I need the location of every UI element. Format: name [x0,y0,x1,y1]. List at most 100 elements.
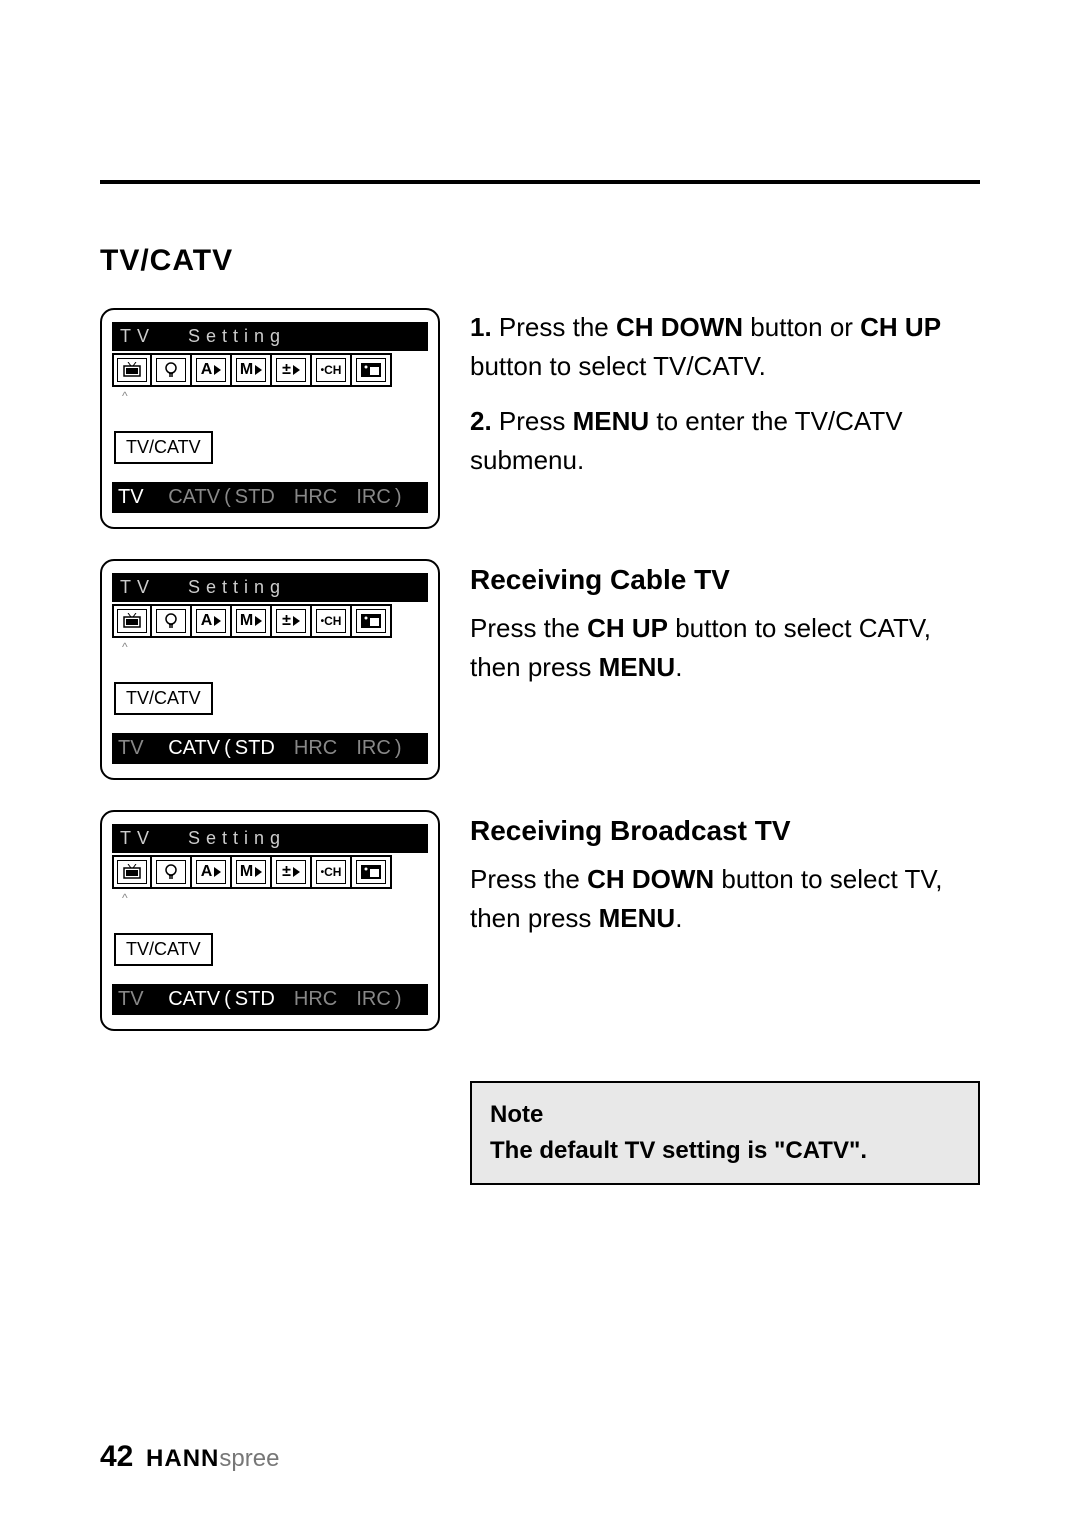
a-label: A [201,863,213,881]
opt: STD [235,486,275,509]
t: MENU [599,903,676,933]
osd-icon-row: A M ± •CH [112,353,428,387]
gap [148,988,165,1011]
gap [279,737,290,760]
sub2-col: Receiving Broadcast TV Press the CH DOWN… [470,810,980,938]
page-number: 42 [100,1440,133,1473]
pointer: ^ [122,640,428,654]
pm-label: ± [282,863,291,881]
opt: HRC [294,988,337,1011]
m-label: M [240,612,253,630]
pointer: ^ [122,389,428,403]
ch-label: CH [324,865,341,879]
footer: 42 HANNspree [100,1440,279,1474]
pic-icon [352,604,392,638]
step-2: 2. Press MENU to enter the TV/CATV subme… [470,402,980,480]
opt: IRC [356,486,390,509]
pm-icon: ± [272,855,312,889]
opt: HRC [294,737,337,760]
a-icon: A [192,353,232,387]
osd-panel-1: TV Setting A M ± •CH ^ TV/CATV TV [100,308,440,529]
submenu-label: TV/CATV [114,431,213,464]
note-body: The default TV setting is "CATV". [490,1133,960,1169]
t: CH DOWN [587,864,714,894]
opt: STD [235,737,275,760]
sub1-heading: Receiving Cable TV [470,559,980,601]
osd-panel-2: TV Setting A M ± •CH ^ TV/CATV TV [100,559,440,780]
section-title: TV/CATV [100,244,980,278]
opt: IRC [356,737,390,760]
osd-title-a: TV [120,577,155,598]
osd-title-gap [155,828,188,849]
submenu-label: TV/CATV [114,682,213,715]
pm-label: ± [282,361,291,379]
osd-title: TV Setting [112,322,428,351]
gap [279,486,290,509]
pm-label: ± [282,612,291,630]
osd-icon-row: A M ± •CH [112,604,428,638]
opt: CATV [168,737,220,760]
m-label: M [240,361,253,379]
tv-icon [112,855,152,889]
osd-title-gap [155,326,188,347]
a-label: A [201,612,213,630]
gap [148,486,165,509]
step-1: 1. Press the CH DOWN button or CH UP but… [470,308,980,386]
osd: TV Setting A M ± •CH ^ TV/CATV TV [100,559,440,780]
pointer: ^ [122,891,428,905]
row-note: Note The default TV setting is "CATV". [100,1061,980,1185]
gap [341,988,352,1011]
row-1: TV Setting A M ± •CH ^ TV/CATV TV [100,308,980,529]
divider [100,180,980,184]
opt-row-1: TV CATV(STD HRC IRC) [112,482,428,513]
lamp-icon [152,353,192,387]
osd: TV Setting A M ± •CH ^ TV/CATV TV [100,308,440,529]
pic-icon [352,353,392,387]
t: Press the [499,312,616,342]
opt: CATV [168,988,220,1011]
osd: TV Setting A M ± •CH ^ TV/CATV TV [100,810,440,1031]
opt: TV [118,737,144,760]
osd-title-a: TV [120,828,155,849]
osd-title-b: Setting [188,326,286,347]
opt: STD [235,988,275,1011]
steps-list: 1. Press the CH DOWN button or CH UP but… [470,308,980,480]
opt-row-3: TV CATV(STD HRC IRC) [112,984,428,1015]
sub1-body: Press the CH UP button to select CATV, t… [470,609,980,687]
osd-title-b: Setting [188,577,286,598]
sub1-col: Receiving Cable TV Press the CH UP butto… [470,559,980,687]
sub2-heading: Receiving Broadcast TV [470,810,980,852]
t: Press the [470,864,587,894]
osd-icon-row: A M ± •CH [112,855,428,889]
osd-panel-3: TV Setting A M ± •CH ^ TV/CATV TV [100,810,440,1031]
brand-part-2: spree [219,1445,279,1472]
osd-title: TV Setting [112,824,428,853]
tv-icon [112,353,152,387]
t: . [675,903,682,933]
opt: HRC [294,486,337,509]
row-3: TV Setting A M ± •CH ^ TV/CATV TV [100,810,980,1031]
m-icon: M [232,604,272,638]
t: . [675,652,682,682]
t: CH UP [860,312,941,342]
t: CH UP [587,613,668,643]
t: MENU [573,406,650,436]
opt: TV [118,486,144,509]
t: CH DOWN [616,312,743,342]
ch-icon: •CH [312,604,352,638]
lamp-icon [152,604,192,638]
osd-title-a: TV [120,326,155,347]
step-num: 1. [470,312,492,342]
gap [341,486,352,509]
tv-icon [112,604,152,638]
ch-icon: •CH [312,353,352,387]
pm-icon: ± [272,353,312,387]
note-box: Note The default TV setting is "CATV". [470,1081,980,1185]
osd-title-gap [155,577,188,598]
osd-title-b: Setting [188,828,286,849]
note-title: Note [490,1097,960,1133]
gap [148,737,165,760]
ch-label: CH [324,614,341,628]
a-label: A [201,361,213,379]
pic-icon [352,855,392,889]
